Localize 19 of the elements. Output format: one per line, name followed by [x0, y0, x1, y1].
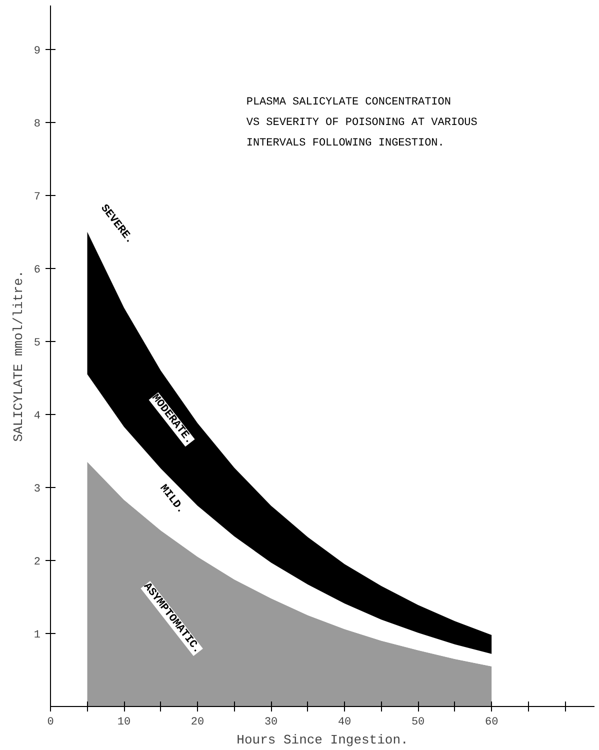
- x-tick-label: 10: [117, 716, 131, 728]
- y-tick-label: 5: [34, 337, 41, 350]
- x-tick-label: 60: [484, 716, 498, 728]
- y-tick-label: 6: [34, 264, 41, 276]
- y-tick-label: 9: [34, 45, 41, 58]
- x-tick-label: 30: [264, 716, 278, 728]
- y-axis-title: SALICYLATE mmol/litre.: [10, 270, 26, 442]
- text: PLASMA SALICYLATE CONCENTRATION VS SEVERITY OF POISONING AT VARIOUS INTERVALS FOLLOWING INGESTION.: [246, 96, 478, 150]
- x-tick-label: 20: [190, 716, 204, 728]
- x-tick-label: 40: [338, 716, 352, 728]
- y-tick-label: 3: [34, 483, 41, 496]
- y-tick-label: 2: [34, 556, 41, 568]
- y-tick-label: 7: [34, 191, 41, 204]
- x-tick-label: 0: [47, 716, 54, 728]
- x-tick-label: 50: [411, 716, 425, 728]
- y-tick-label: 4: [34, 410, 41, 422]
- x-axis-title: Hours Since Ingestion.: [236, 732, 408, 748]
- y-tick-label: 8: [34, 118, 41, 130]
- y-tick-label: 1: [34, 629, 41, 642]
